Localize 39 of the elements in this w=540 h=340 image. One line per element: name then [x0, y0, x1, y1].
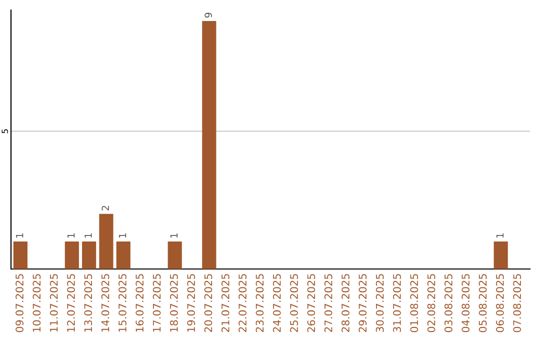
x-tick-label: 03.08.2025	[444, 274, 452, 332]
x-tick-label: 10.07.2025	[32, 274, 41, 332]
data-label: 9	[204, 12, 212, 18]
data-label: 1	[68, 233, 75, 238]
x-tick-label: 20.07.2025	[204, 274, 212, 332]
x-tick-label: 26.07.2025	[307, 274, 316, 332]
data-label: 2	[102, 206, 109, 210]
x-tick-label: 07.08.2025	[513, 274, 522, 332]
data-label: 1	[84, 233, 92, 238]
x-tick-label: 19.07.2025	[187, 274, 196, 332]
y-tick-label: 5	[2, 129, 8, 134]
x-tick-label: 12.07.2025	[67, 274, 75, 332]
x-tick-label: 16.07.2025	[136, 274, 144, 332]
x-tick-label: 18.07.2025	[170, 274, 178, 332]
x-tick-label: 02.08.2025	[427, 274, 436, 332]
data-label: 1	[118, 233, 126, 238]
data-label: 1	[496, 233, 504, 238]
x-tick-label: 23.07.2025	[256, 274, 264, 332]
x-tick-label: 24.07.2025	[272, 274, 281, 332]
x-tick-label: 14.07.2025	[101, 274, 110, 332]
x-tick-label: 17.07.2025	[152, 274, 161, 332]
data-label: 1	[170, 233, 178, 238]
x-tick-label: 27.07.2025	[324, 274, 332, 332]
x-tick-label: 22.07.2025	[238, 274, 246, 332]
x-tick-label: 29.07.2025	[358, 274, 367, 332]
x-tick-label: 31.07.2025	[393, 274, 401, 332]
x-tick-label: 28.07.2025	[342, 274, 350, 332]
x-tick-label: 05.08.2025	[478, 274, 487, 332]
x-tick-label: 30.07.2025	[376, 274, 384, 332]
x-tick-label: 15.07.2025	[118, 274, 126, 332]
x-tick-label: 13.07.2025	[84, 274, 92, 332]
x-tick-label: 04.08.2025	[462, 274, 470, 332]
x-tick-label: 11.07.2025	[50, 274, 58, 332]
x-tick-label: 06.08.2025	[496, 274, 504, 332]
x-tick-label: 21.07.2025	[221, 274, 230, 332]
x-tick-label: 01.08.2025	[410, 274, 418, 332]
data-label: 1	[16, 233, 24, 238]
x-tick-label: 09.07.2025	[16, 274, 24, 332]
x-tick-label: 25.07.2025	[290, 274, 298, 332]
